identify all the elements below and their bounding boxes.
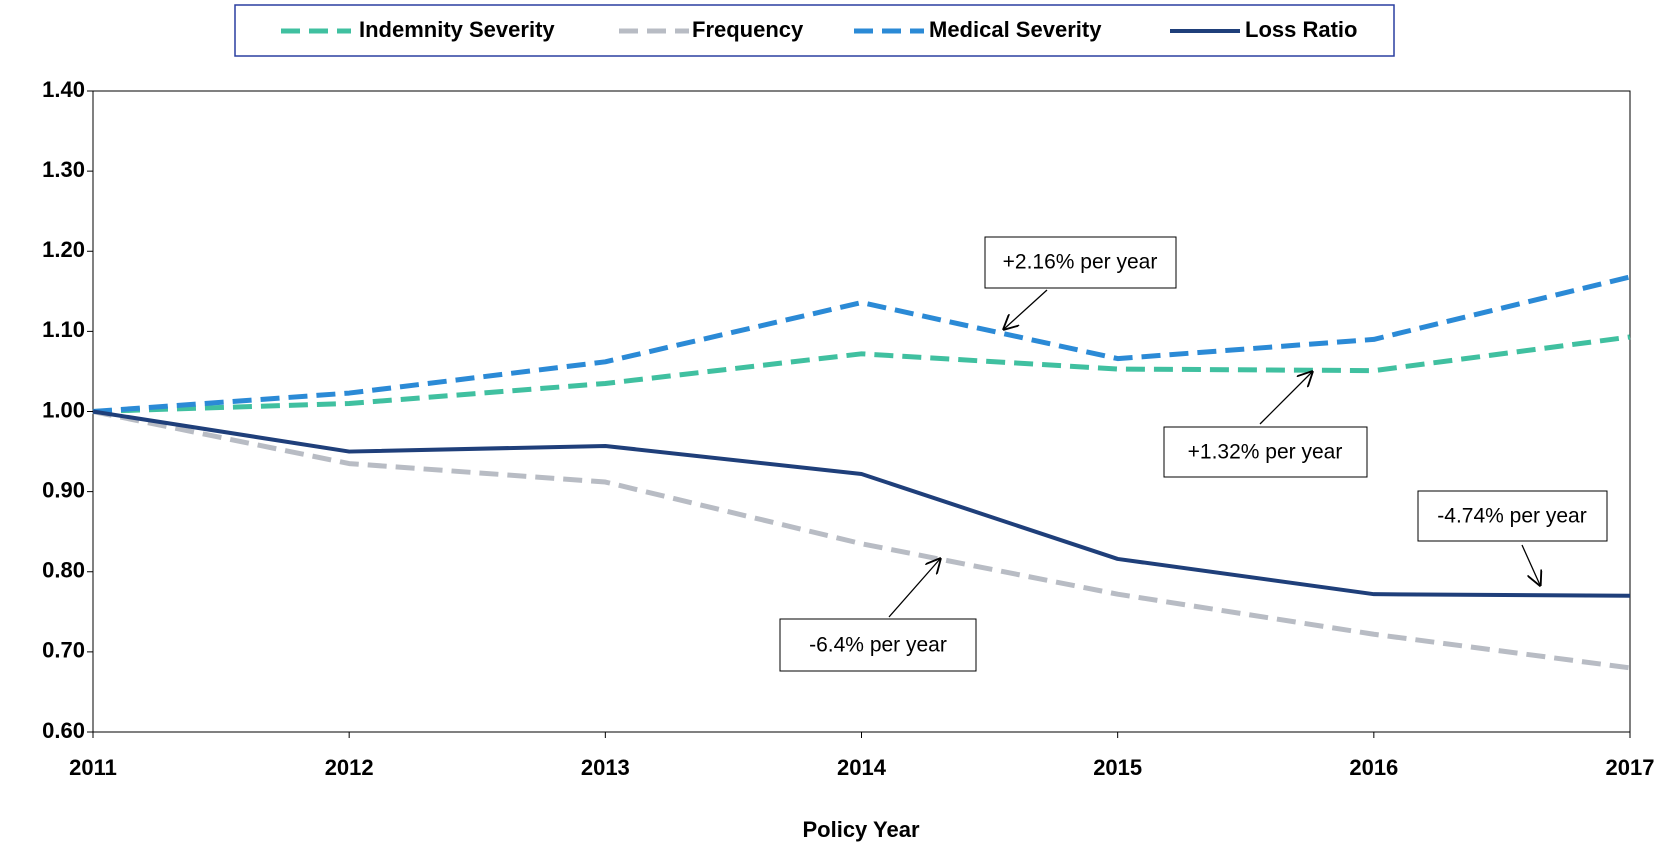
series-line	[92, 409, 1631, 598]
annotation: +2.16% per year	[1003, 251, 1158, 274]
x-tick-label: 2016	[1349, 755, 1398, 780]
legend-label: Medical Severity	[929, 17, 1102, 42]
series-line	[92, 274, 1631, 414]
x-axis-label: Policy Year	[802, 817, 919, 842]
annotation-box	[1163, 426, 1368, 478]
legend-label: Loss Ratio	[1245, 17, 1357, 42]
annotation: -4.74% per year	[1437, 505, 1586, 528]
y-tick-label: 1.20	[42, 237, 85, 262]
x-tick-label: 2011	[69, 755, 117, 780]
legend-label: Indemnity Severity	[359, 17, 555, 42]
y-tick-label: 1.30	[42, 157, 85, 182]
annotation-arrow	[1521, 544, 1540, 585]
y-tick-label: 0.90	[42, 477, 85, 502]
x-tick-label: 2017	[1606, 755, 1655, 780]
y-tick-label: 0.60	[42, 718, 85, 743]
annotation-box	[779, 618, 977, 672]
x-tick-label: 2014	[837, 755, 887, 780]
annotation-box	[1417, 490, 1608, 542]
y-tick-label: 1.00	[42, 397, 85, 422]
x-tick-label: 2013	[581, 755, 630, 780]
x-tick-label: 2012	[325, 755, 374, 780]
x-tick-label: 2015	[1093, 755, 1142, 780]
annotation-box	[984, 236, 1177, 289]
annotation-arrow	[1259, 372, 1312, 425]
annotation-arrow	[888, 559, 940, 618]
annotation: +1.32% per year	[1188, 441, 1343, 464]
annotation: -6.4% per year	[809, 634, 947, 657]
y-tick-label: 0.70	[42, 638, 85, 663]
annotation-arrow	[1004, 289, 1048, 329]
series-line	[92, 334, 1631, 414]
y-tick-label: 0.80	[42, 558, 85, 583]
legend-label: Frequency	[692, 17, 804, 42]
series-line	[92, 409, 1631, 671]
y-tick-label: 1.40	[42, 77, 85, 102]
y-tick-label: 1.10	[42, 317, 85, 342]
